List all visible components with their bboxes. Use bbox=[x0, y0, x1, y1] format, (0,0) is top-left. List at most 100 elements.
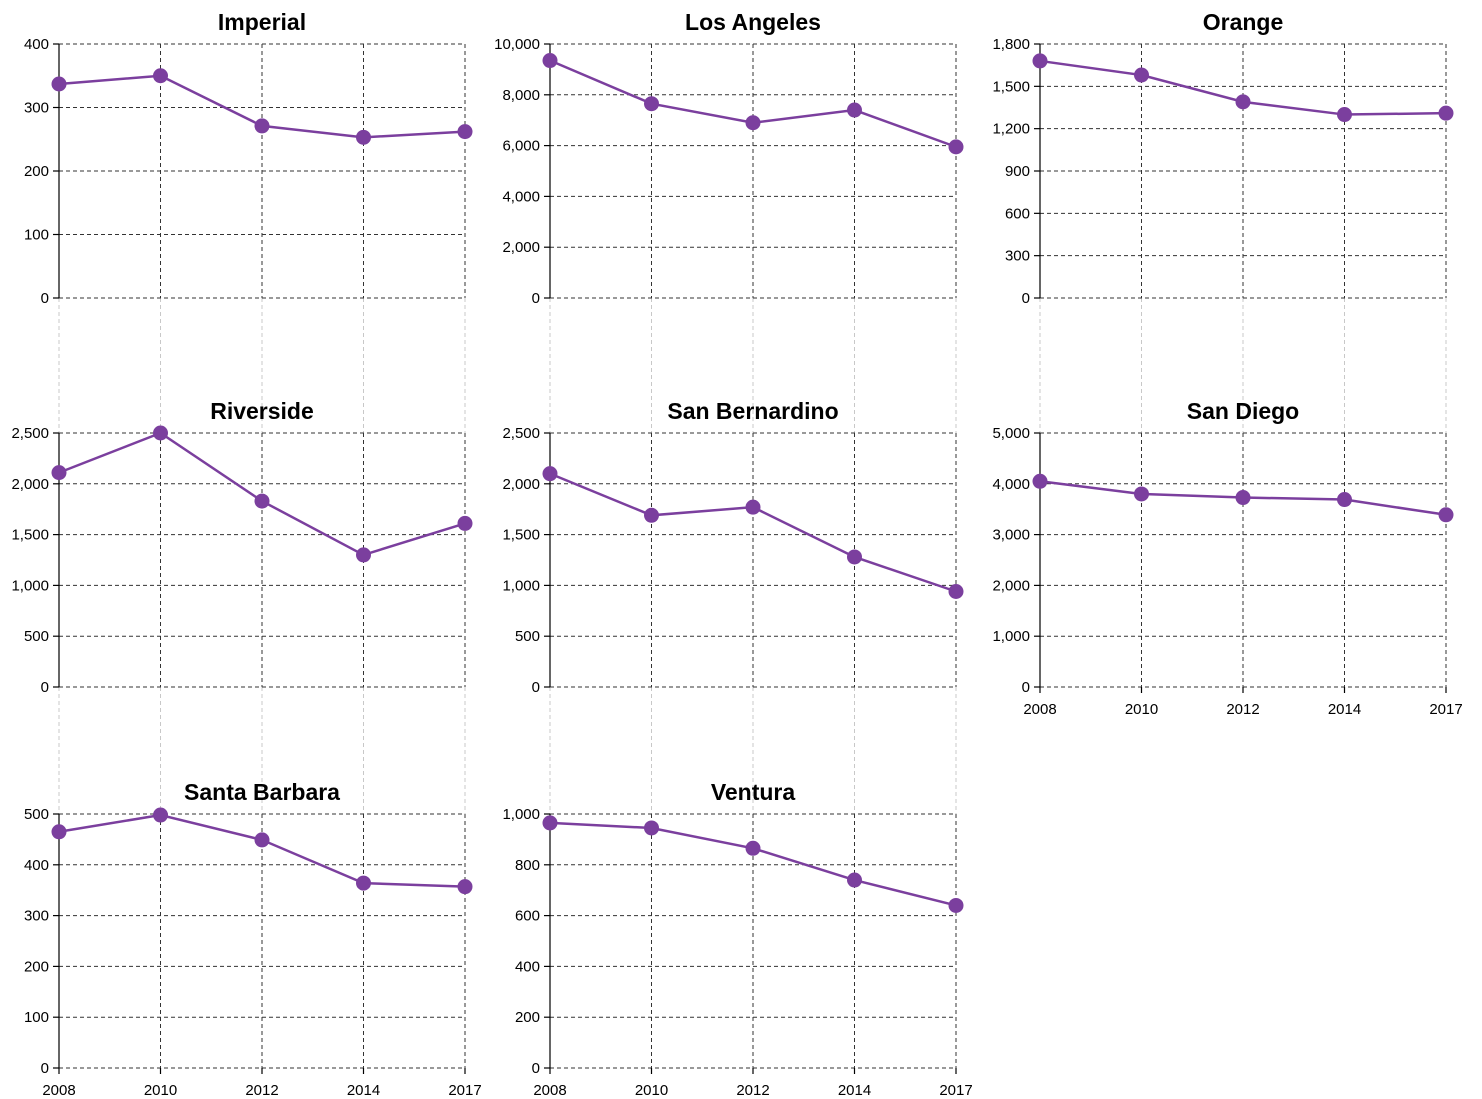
data-point bbox=[153, 425, 168, 441]
data-point bbox=[1134, 486, 1149, 502]
chart-santa-barbara: 0 100 200 300 400 500 2008 2010 2012 2014 2017 Sant… bbox=[24, 779, 482, 1099]
data-point bbox=[948, 897, 964, 913]
data-point bbox=[254, 493, 270, 509]
y-tick-label: 600 bbox=[1005, 205, 1030, 222]
y-tick-label: 1,200 bbox=[992, 121, 1030, 138]
x-tick-label: 2017 bbox=[939, 1082, 972, 1099]
y-tick-label: 2,000 bbox=[502, 476, 540, 493]
data-point bbox=[542, 466, 558, 482]
y-tick-label: 1,500 bbox=[11, 527, 49, 544]
data-point bbox=[356, 129, 371, 145]
chart-ventura: 0 200 400 600 800 1,000 2008 2010 2012 2014 2017 Ve… bbox=[502, 779, 972, 1099]
x-tick-label: 2014 bbox=[1328, 701, 1361, 718]
y-tick-label: 500 bbox=[24, 628, 49, 645]
data-point bbox=[356, 875, 371, 891]
x-tick-label: 2008 bbox=[1023, 701, 1056, 718]
y-tick-label: 1,000 bbox=[502, 577, 540, 594]
chart-title: San Diego bbox=[1187, 398, 1299, 424]
data-point bbox=[644, 96, 659, 112]
data-point bbox=[1032, 473, 1048, 489]
chart-riverside: 0 500 1,000 1,500 2,000 2,500 Riverside bbox=[11, 398, 473, 814]
data-point bbox=[153, 807, 168, 823]
data-point bbox=[51, 465, 67, 481]
x-tick-label: 2010 bbox=[635, 1082, 668, 1099]
y-tick-label: 1,800 bbox=[992, 36, 1030, 53]
x-tick-label: 2008 bbox=[533, 1082, 566, 1099]
data-point bbox=[847, 102, 862, 118]
x-tick-label: 2017 bbox=[1429, 701, 1462, 718]
data-point bbox=[254, 832, 270, 848]
y-tick-label: 3,000 bbox=[992, 527, 1030, 544]
data-point bbox=[1438, 507, 1454, 523]
y-tick-label: 0 bbox=[1022, 679, 1030, 696]
data-point bbox=[1134, 67, 1149, 83]
y-tick-label: 600 bbox=[515, 908, 540, 925]
y-tick-label: 0 bbox=[41, 1060, 49, 1077]
x-tick-label: 2014 bbox=[838, 1082, 871, 1099]
y-tick-label: 0 bbox=[532, 1060, 540, 1077]
chart-title: San Bernardino bbox=[667, 398, 838, 424]
data-point bbox=[1235, 94, 1251, 110]
data-point bbox=[542, 53, 558, 69]
x-tick-label: 2008 bbox=[42, 1082, 75, 1099]
data-point bbox=[745, 115, 761, 131]
y-tick-label: 1,000 bbox=[11, 577, 49, 594]
data-point bbox=[153, 68, 168, 84]
data-point bbox=[1438, 105, 1454, 121]
y-tick-label: 100 bbox=[24, 227, 49, 244]
y-tick-label: 4,000 bbox=[992, 476, 1030, 493]
chart-title: Riverside bbox=[210, 398, 314, 424]
chart-title: Ventura bbox=[711, 779, 796, 805]
y-tick-label: 300 bbox=[24, 908, 49, 925]
data-point bbox=[644, 507, 659, 523]
y-tick-label: 0 bbox=[532, 290, 540, 307]
y-tick-label: 4,000 bbox=[502, 188, 540, 205]
data-point bbox=[644, 820, 659, 836]
y-tick-label: 8,000 bbox=[502, 87, 540, 104]
chart-imperial: 0 100 200 300 400 Imperial bbox=[24, 9, 473, 433]
data-point bbox=[847, 549, 862, 565]
y-tick-label: 0 bbox=[41, 290, 49, 307]
chart-orange: 0 300 600 900 1,200 1,500 1,800 Orange bbox=[992, 9, 1454, 433]
y-tick-label: 900 bbox=[1005, 163, 1030, 180]
y-tick-label: 2,500 bbox=[11, 425, 49, 442]
y-tick-label: 400 bbox=[24, 36, 49, 53]
y-tick-label: 500 bbox=[24, 806, 49, 823]
y-tick-label: 100 bbox=[24, 1009, 49, 1026]
y-tick-label: 0 bbox=[1022, 290, 1030, 307]
y-tick-label: 200 bbox=[24, 958, 49, 975]
y-tick-label: 2,000 bbox=[992, 577, 1030, 594]
data-point bbox=[948, 583, 964, 599]
data-point bbox=[457, 515, 473, 531]
data-point bbox=[356, 547, 371, 563]
y-tick-label: 10,000 bbox=[494, 36, 540, 53]
y-tick-label: 500 bbox=[515, 628, 540, 645]
data-point bbox=[1235, 490, 1251, 506]
data-point bbox=[254, 118, 270, 134]
y-tick-label: 200 bbox=[515, 1009, 540, 1026]
chart-los-angeles: 0 2,000 4,000 6,000 8,000 10,000 Los Angeles bbox=[494, 9, 964, 433]
data-point bbox=[1032, 53, 1048, 69]
data-point bbox=[948, 139, 964, 155]
data-point bbox=[457, 879, 473, 895]
data-point bbox=[51, 76, 67, 92]
x-tick-label: 2010 bbox=[1125, 701, 1158, 718]
data-point bbox=[745, 840, 761, 856]
y-tick-label: 1,000 bbox=[992, 628, 1030, 645]
y-tick-label: 6,000 bbox=[502, 138, 540, 155]
x-tick-label: 2010 bbox=[144, 1082, 177, 1099]
chart-title: Los Angeles bbox=[685, 9, 821, 35]
y-tick-label: 800 bbox=[515, 857, 540, 874]
y-tick-label: 400 bbox=[515, 958, 540, 975]
y-tick-label: 0 bbox=[532, 679, 540, 696]
data-point bbox=[542, 815, 558, 831]
y-tick-label: 300 bbox=[1005, 248, 1030, 265]
x-tick-label: 2012 bbox=[736, 1082, 769, 1099]
data-point bbox=[847, 872, 862, 888]
y-tick-label: 1,000 bbox=[502, 806, 540, 823]
y-tick-label: 1,500 bbox=[502, 527, 540, 544]
data-point bbox=[1337, 492, 1352, 508]
x-tick-label: 2012 bbox=[1226, 701, 1259, 718]
x-tick-label: 2012 bbox=[245, 1082, 278, 1099]
y-tick-label: 2,000 bbox=[502, 239, 540, 256]
